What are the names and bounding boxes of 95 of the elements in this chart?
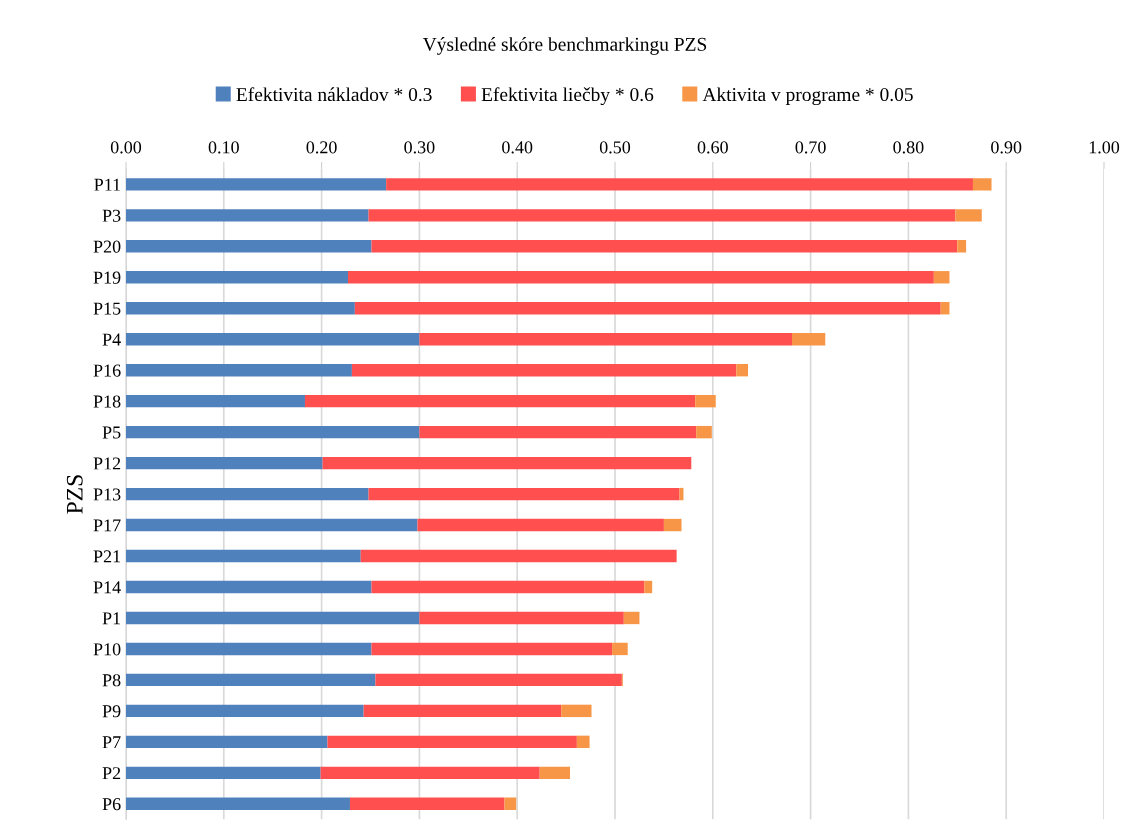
bar [957,240,967,253]
bar [955,209,982,222]
x-tick-label: 0.00 [110,141,142,154]
bar [696,425,712,439]
bar [126,240,372,253]
y-tick-label: P13 [93,488,121,501]
x-tick-label: 0.40 [502,141,533,154]
bar [126,642,372,656]
bar [576,735,590,749]
bar [736,363,749,377]
y-axis-title: PZS [66,475,83,514]
bar [126,271,348,284]
bar [561,704,592,718]
bar [126,209,369,222]
bar [126,766,321,780]
bar [612,642,628,656]
bar [371,240,958,253]
y-tick-label: P11 [94,178,121,191]
bar [371,642,613,656]
y-tick-label: P2 [102,767,121,780]
bar [933,271,950,284]
legend-label: Efektivita nákladov * 0.3 [236,87,432,102]
bar [972,178,992,191]
bar [320,766,540,780]
y-tick-label: P10 [93,643,121,656]
y-tick-label: P19 [93,271,121,284]
y-tick-label: P7 [102,736,121,749]
x-tick-label: 0.60 [697,141,728,154]
y-tick-label: P12 [93,457,121,470]
bar [695,394,716,408]
y-tick-label: P9 [102,705,121,718]
y-tick-label: P20 [93,240,121,253]
bar [354,302,941,315]
bar [126,673,376,687]
y-tick-label: P16 [93,364,121,377]
bar [363,704,562,718]
bar [419,425,697,439]
bar [419,611,624,625]
bar [126,704,364,718]
y-tick-label: P4 [102,333,121,346]
bar [126,394,305,408]
bar [126,797,350,810]
bar [304,394,696,408]
bar [419,333,793,346]
bar [663,518,682,532]
bar [126,549,361,563]
bar [126,456,323,470]
legend-label: Aktivita v programe * 0.05 [702,87,913,106]
y-tick-label: P6 [102,798,121,811]
x-tick-label: 0.10 [208,141,239,154]
bar [504,797,517,810]
bar [623,611,640,625]
bar [644,580,653,594]
y-tick-label: P14 [93,581,121,594]
y-tick-label: P5 [102,426,121,439]
bar [417,518,664,532]
bar [126,363,352,377]
bar [371,580,645,594]
x-tick-label: 1.00 [1089,141,1120,154]
bar [126,518,418,532]
bar [327,735,577,749]
bar [351,363,737,377]
x-tick-label: 0.30 [404,141,435,154]
bar [126,178,387,191]
bar [368,487,680,501]
chart-title: Výsledné skóre benchmarkingu PZS [422,37,707,55]
bar [126,611,420,625]
bar [386,178,973,191]
y-tick-label: P17 [93,519,121,532]
bar [375,673,622,687]
bar [126,735,328,749]
bar [126,487,369,501]
bar [349,797,505,810]
bar [126,580,372,594]
bar [368,209,956,222]
bar [126,302,355,315]
x-tick-label: 0.70 [795,141,826,154]
y-tick-label: P15 [93,302,121,315]
bar [348,271,934,284]
y-tick-label: P18 [93,395,121,408]
x-tick-label: 0.80 [893,141,924,154]
x-tick-label: 0.90 [991,141,1022,154]
bar [539,766,571,780]
y-tick-label: P3 [102,209,121,222]
x-tick-label: 0.50 [599,141,631,154]
bar [792,333,826,346]
y-tick-label: P8 [102,674,121,687]
y-tick-label: P1 [102,612,121,625]
bar [360,549,677,563]
x-tick-label: 0.20 [306,141,337,154]
y-tick-label: P21 [93,550,121,563]
bar [126,425,420,439]
bar [322,456,692,470]
legend-label: Efektivita liečby * 0.6 [481,87,654,106]
bar [126,333,420,346]
